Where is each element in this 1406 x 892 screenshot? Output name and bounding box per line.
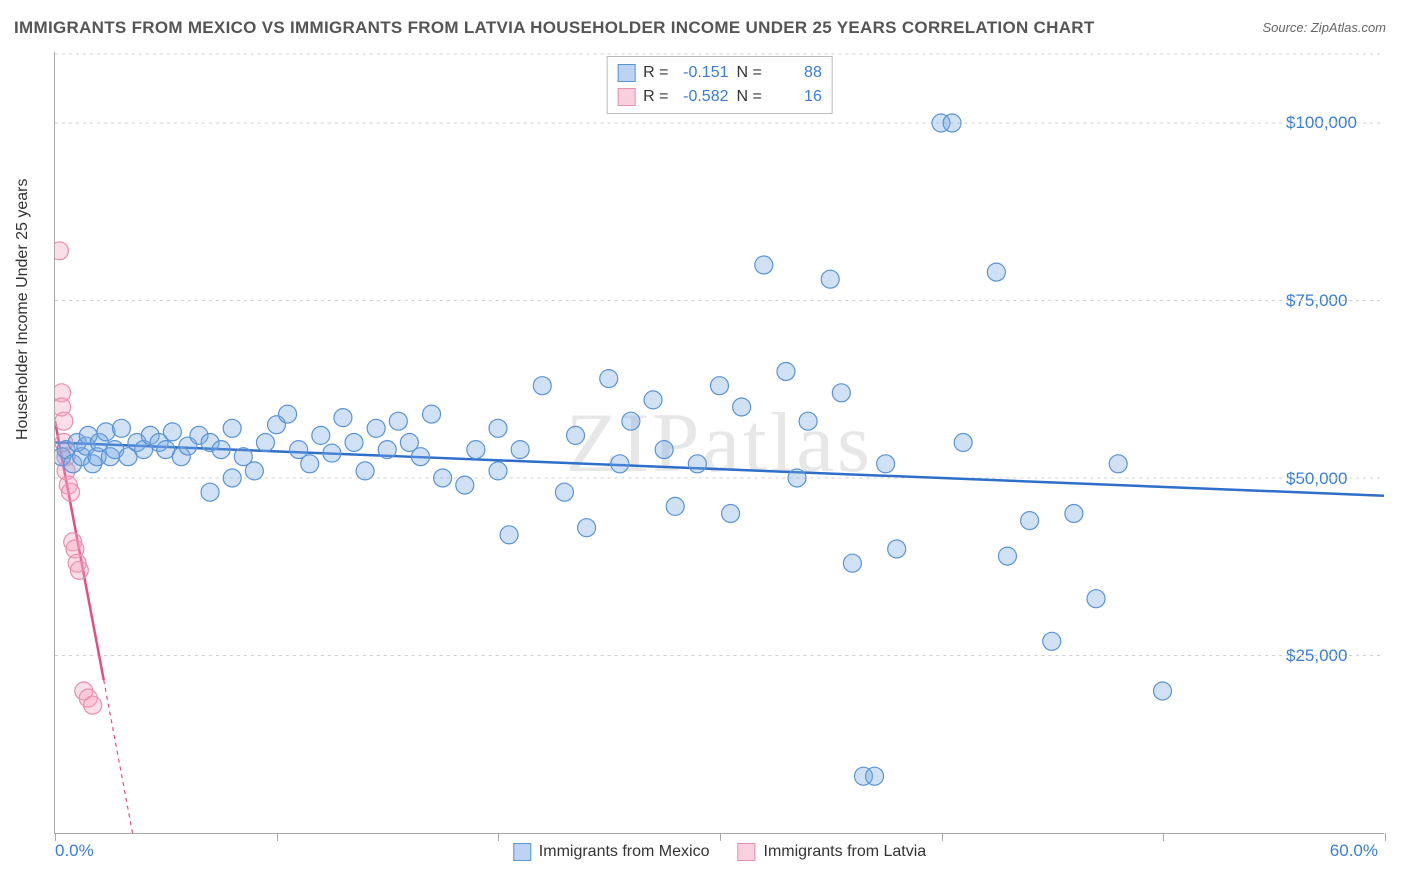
- legend-item: Immigrants from Mexico: [513, 843, 710, 861]
- x-tick: [498, 833, 499, 841]
- swatch-icon: [617, 64, 635, 82]
- swatch-icon: [513, 843, 531, 861]
- legend-label: Immigrants from Mexico: [539, 843, 710, 861]
- stat-n-value: 16: [770, 85, 822, 109]
- source-label: Source: ZipAtlas.com: [1262, 20, 1386, 35]
- x-tick: [1163, 833, 1164, 841]
- x-tick-label: 0.0%: [55, 841, 94, 861]
- x-tick-label: 60.0%: [1330, 841, 1378, 861]
- y-axis-label: Householder Income Under 25 years: [14, 179, 32, 440]
- stat-r-value: -0.151: [677, 61, 729, 85]
- stat-r-label: R =: [643, 85, 668, 109]
- stats-legend-box: R = -0.151 N = 88 R = -0.582 N = 16: [606, 56, 833, 114]
- stat-r-label: R =: [643, 61, 668, 85]
- bottom-legend: Immigrants from Mexico Immigrants from L…: [513, 843, 926, 861]
- chart-title: IMMIGRANTS FROM MEXICO VS IMMIGRANTS FRO…: [14, 18, 1095, 38]
- swatch-icon: [617, 88, 635, 106]
- x-tick: [720, 833, 721, 841]
- x-tick: [277, 833, 278, 841]
- stat-r-value: -0.582: [677, 85, 729, 109]
- stats-row: R = -0.151 N = 88: [617, 61, 822, 85]
- stat-n-label: N =: [737, 61, 762, 85]
- stats-row: R = -0.582 N = 16: [617, 85, 822, 109]
- x-tick: [942, 833, 943, 841]
- stat-n-value: 88: [770, 61, 822, 85]
- plot-area: ZIPatlas R = -0.151 N = 88 R = -0.582 N …: [54, 52, 1384, 834]
- x-tick: [1385, 833, 1386, 841]
- swatch-icon: [737, 843, 755, 861]
- legend-label: Immigrants from Latvia: [763, 843, 926, 861]
- legend-item: Immigrants from Latvia: [737, 843, 926, 861]
- scatter-svg: [55, 52, 1384, 833]
- stat-n-label: N =: [737, 85, 762, 109]
- x-tick: [55, 833, 56, 841]
